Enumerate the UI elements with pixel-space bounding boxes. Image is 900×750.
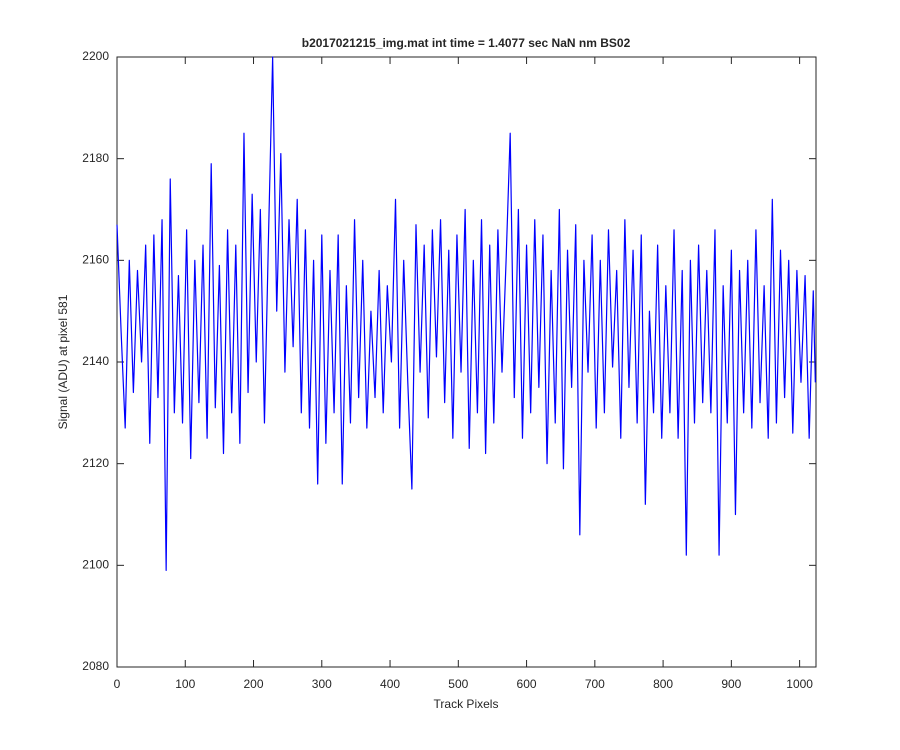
x-axis-label: Track Pixels — [434, 697, 499, 711]
y-tick-label: 2100 — [82, 558, 109, 572]
x-tick-label: 900 — [721, 677, 741, 691]
y-tick-label: 2120 — [82, 456, 109, 470]
x-tick-label: 400 — [380, 677, 400, 691]
x-tick-label: 600 — [517, 677, 537, 691]
chart-title: b2017021215_img.mat int time = 1.4077 se… — [302, 36, 631, 50]
y-tick-label: 2180 — [82, 151, 109, 165]
y-axis-label: Signal (ADU) at pixel 581 — [56, 294, 70, 429]
x-tick-label: 200 — [244, 677, 264, 691]
x-tick-label: 800 — [653, 677, 673, 691]
x-tick-label: 1000 — [786, 677, 813, 691]
x-tick-label: 700 — [585, 677, 605, 691]
x-tick-label: 0 — [114, 677, 121, 691]
y-tick-label: 2200 — [82, 49, 109, 63]
y-tick-label: 2140 — [82, 354, 109, 368]
x-tick-label: 100 — [175, 677, 195, 691]
y-tick-label: 2080 — [82, 659, 109, 673]
y-tick-label: 2160 — [82, 253, 109, 267]
data-line — [116, 56, 816, 572]
x-tick-label: 300 — [312, 677, 332, 691]
x-tick-label: 500 — [448, 677, 468, 691]
